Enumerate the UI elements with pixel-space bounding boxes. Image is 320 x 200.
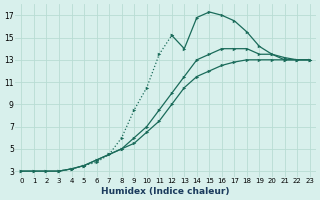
X-axis label: Humidex (Indice chaleur): Humidex (Indice chaleur) [101, 187, 230, 196]
